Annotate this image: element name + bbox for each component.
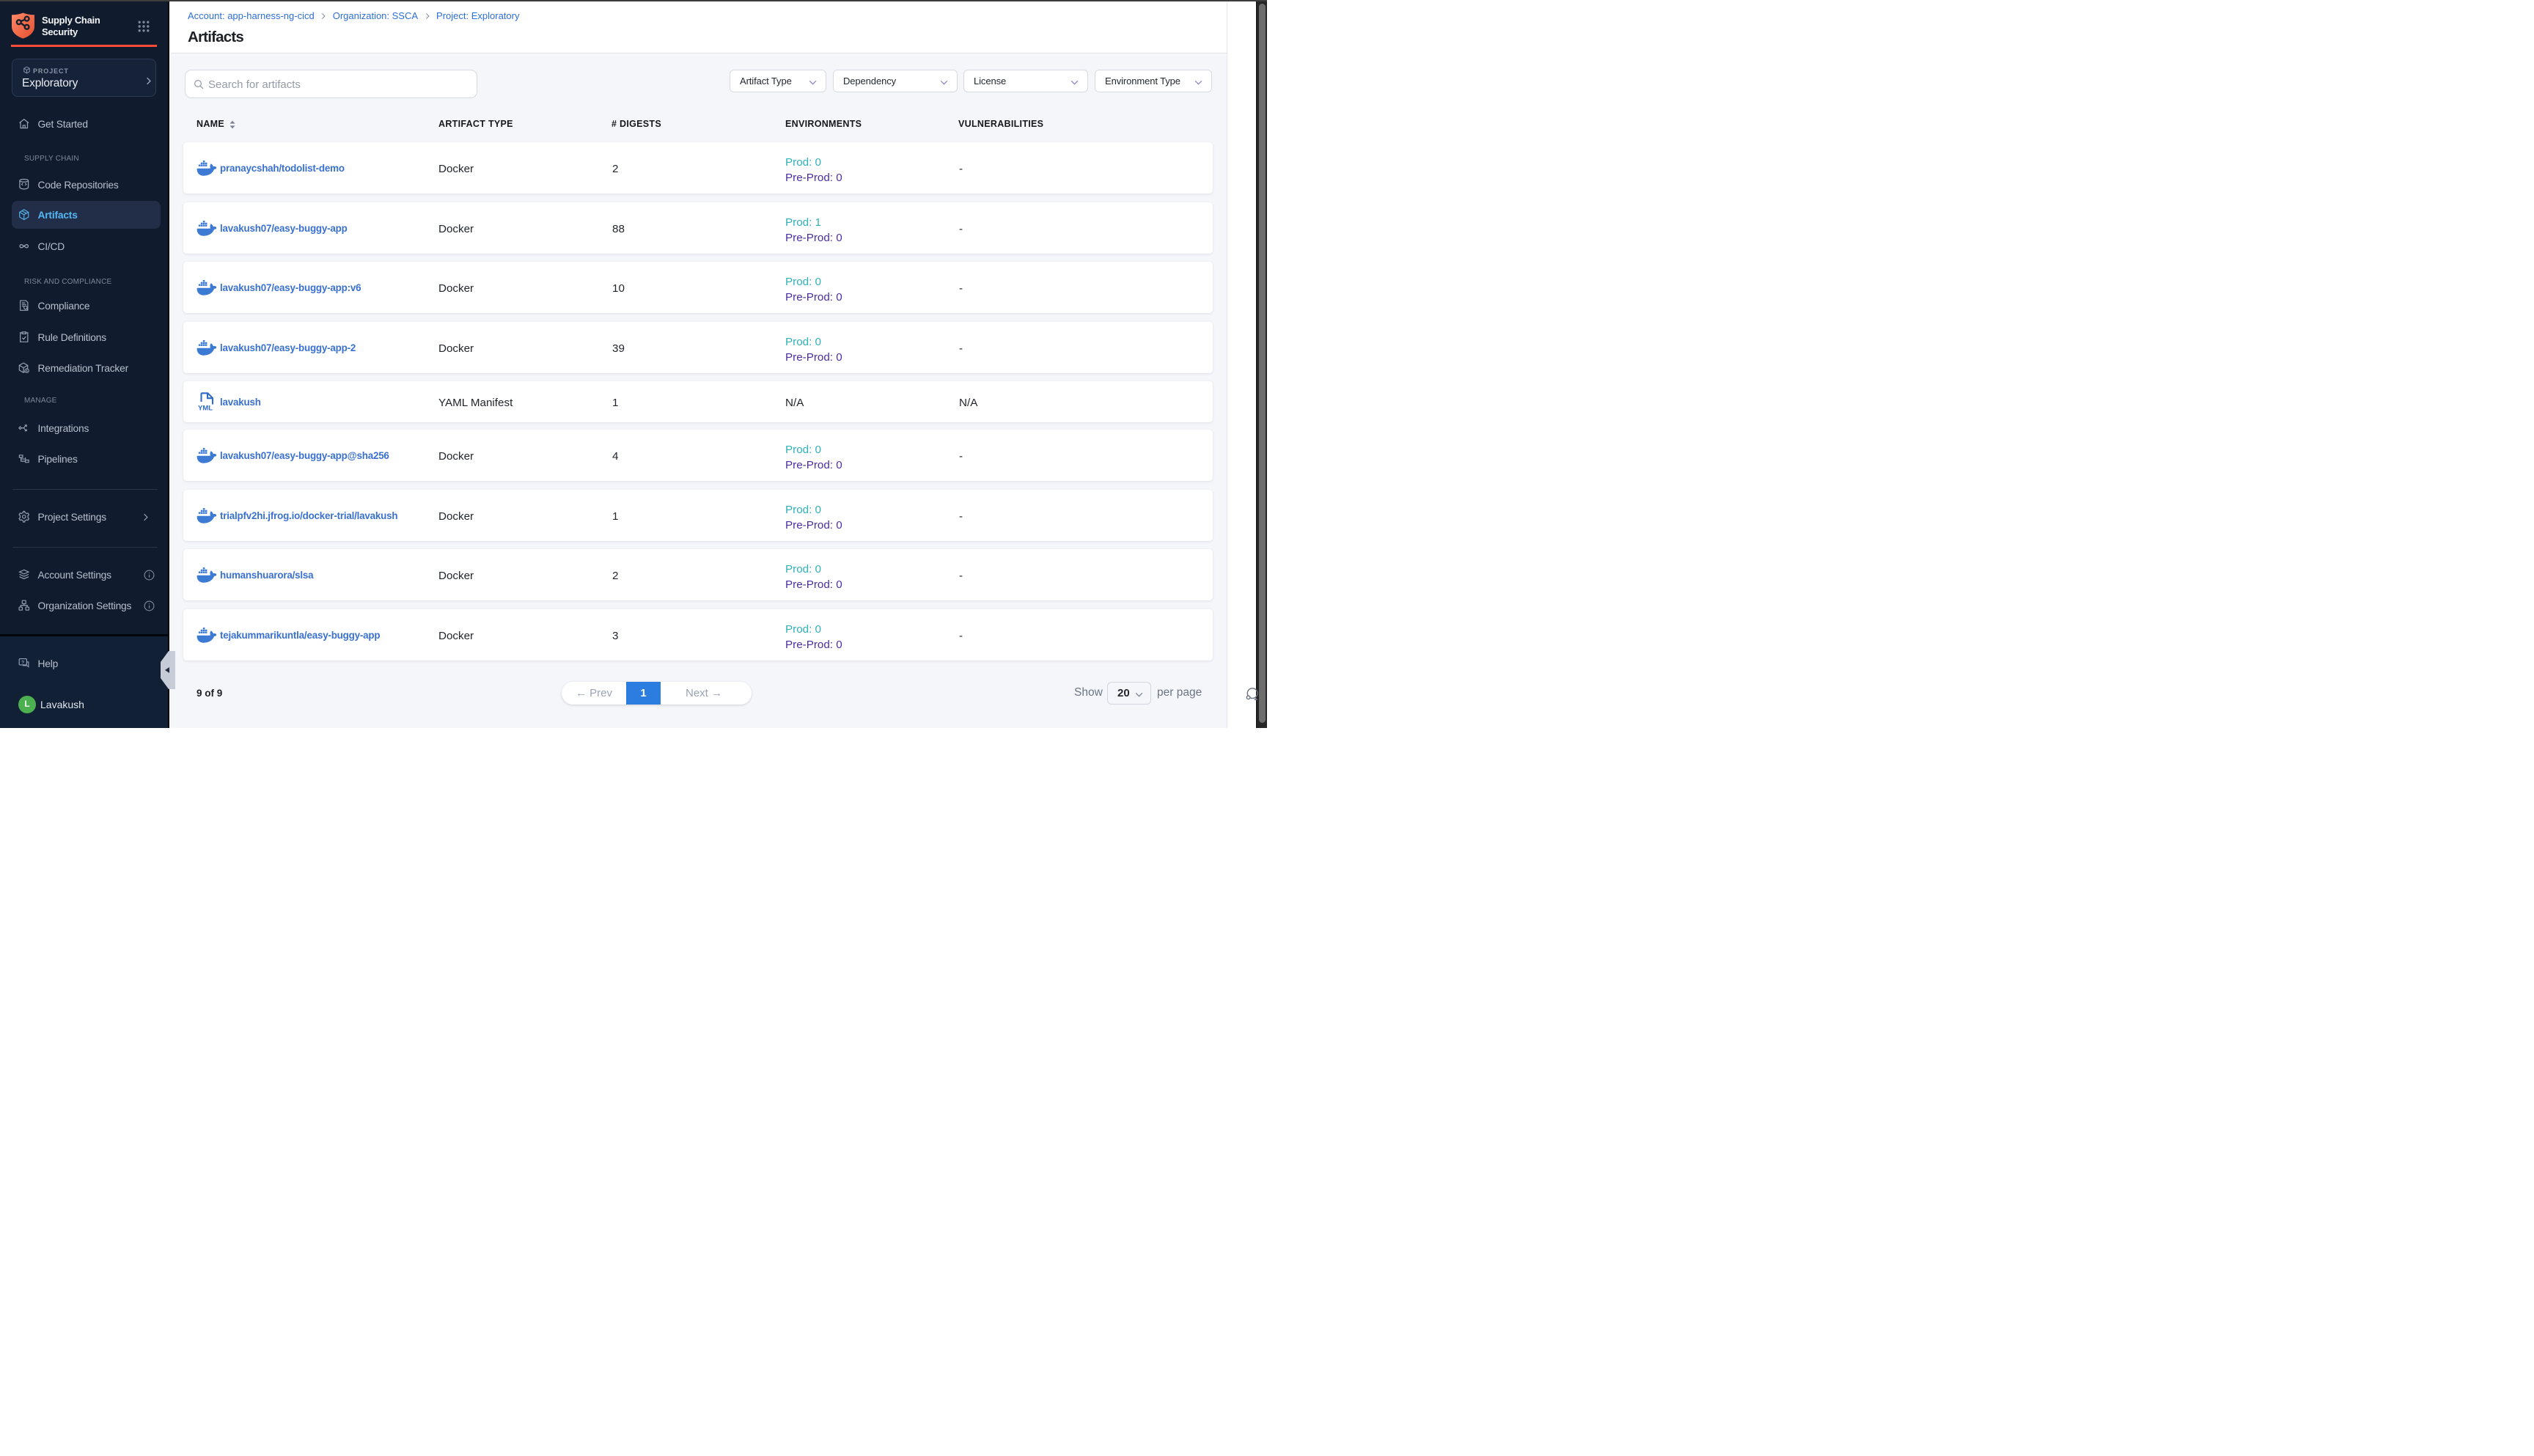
svg-text:?: ? [21,661,24,666]
svg-text:YML: YML [198,405,213,412]
